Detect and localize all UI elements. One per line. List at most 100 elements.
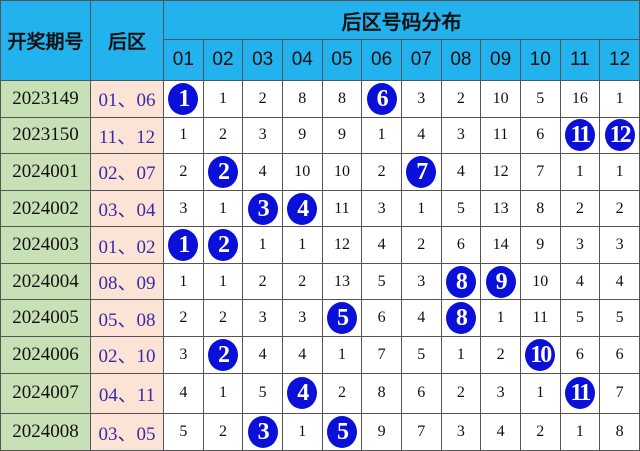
- omission-cell: 5: [163, 413, 204, 451]
- number-header-11: 11: [559, 39, 601, 81]
- number-header-09: 09: [480, 39, 521, 81]
- period-cell: 2023149: [0, 80, 91, 118]
- number-ball: 9: [485, 265, 516, 298]
- hit-cell: 2: [202, 153, 244, 191]
- number-ball: 4: [287, 192, 318, 225]
- back-zone-cell: 03、05: [90, 413, 164, 451]
- omission-cell: 3: [281, 299, 323, 338]
- hit-cell: 4: [281, 189, 323, 228]
- omission-cell: 8: [321, 80, 363, 118]
- omission-cell: 4: [242, 336, 283, 374]
- number-ball: 10: [525, 338, 556, 371]
- omission-cell: 13: [480, 189, 521, 228]
- number-ball: 12: [604, 119, 635, 152]
- omission-cell: 2: [163, 299, 204, 338]
- omission-cell: 6: [400, 372, 442, 415]
- number-header-12: 12: [599, 39, 640, 81]
- omission-cell: 6: [440, 226, 482, 264]
- hit-cell: 2: [202, 226, 244, 264]
- omission-cell: 1: [242, 226, 283, 264]
- back-zone-header: 后区: [90, 0, 164, 81]
- omission-cell: 8: [281, 80, 323, 118]
- number-ball: 7: [406, 155, 437, 188]
- omission-cell: 1: [361, 116, 402, 155]
- omission-cell: 4: [559, 262, 601, 301]
- number-header-01: 01: [163, 39, 204, 81]
- omission-cell: 16: [559, 80, 601, 118]
- table-row: 2023150 11、12 1 2 3 9 9 1 4 3 11 6 11 12: [0, 116, 640, 155]
- omission-cell: 12: [321, 226, 363, 264]
- omission-cell: 8: [599, 413, 640, 451]
- omission-cell: 3: [361, 189, 402, 228]
- omission-cell: 3: [400, 80, 442, 118]
- omission-cell: 1: [202, 80, 244, 118]
- omission-cell: 1: [163, 116, 204, 155]
- omission-cell: 1: [559, 153, 601, 191]
- number-ball: 8: [445, 302, 476, 335]
- omission-cell: 2: [480, 336, 521, 374]
- number-ball: 6: [366, 82, 397, 115]
- omission-cell: 1: [599, 153, 640, 191]
- number-ball: 8: [445, 265, 476, 298]
- hit-cell: 1: [163, 80, 204, 118]
- number-ball: 2: [207, 155, 238, 188]
- number-header-02: 02: [202, 39, 244, 81]
- omission-cell: 4: [599, 262, 640, 301]
- omission-cell: 1: [281, 226, 323, 264]
- period-cell: 2024005: [0, 299, 91, 338]
- back-zone-cell: 05、08: [90, 299, 164, 338]
- omission-cell: 1: [163, 262, 204, 301]
- hit-cell: 3: [242, 189, 283, 228]
- omission-cell: 2: [202, 413, 244, 451]
- number-ball: 5: [326, 416, 357, 449]
- omission-cell: 2: [400, 226, 442, 264]
- omission-cell: 3: [559, 226, 601, 264]
- omission-cell: 1: [400, 189, 442, 228]
- omission-cell: 2: [163, 153, 204, 191]
- omission-cell: 14: [480, 226, 521, 264]
- omission-cell: 5: [242, 372, 283, 415]
- number-header-06: 06: [361, 39, 402, 81]
- omission-cell: 4: [242, 153, 283, 191]
- number-ball: 1: [168, 82, 199, 115]
- number-header-05: 05: [321, 39, 363, 81]
- omission-cell: 9: [519, 226, 561, 264]
- hit-cell: 7: [400, 153, 442, 191]
- omission-cell: 4: [400, 299, 442, 338]
- hit-cell: 2: [202, 336, 244, 374]
- back-zone-cell: 03、04: [90, 189, 164, 228]
- table-row: 2024007 04、11 4 1 5 4 2 8 6 2 3 1 11 7: [0, 372, 640, 415]
- table-row: 2024002 03、04 3 1 3 4 11 3 1 5 13 8 2 2: [0, 189, 640, 228]
- omission-cell: 1: [440, 336, 482, 374]
- omission-cell: 11: [480, 116, 521, 155]
- table-row: 2024004 08、09 1 1 2 2 13 5 3 8 9 10 4 4: [0, 262, 640, 301]
- back-zone-cell: 01、06: [90, 80, 164, 118]
- omission-cell: 3: [440, 413, 482, 451]
- number-header-10: 10: [519, 39, 561, 81]
- table-row: 2024005 05、08 2 2 3 3 5 6 4 8 1 11 5 5: [0, 299, 640, 338]
- table-row: 2024003 01、02 1 2 1 1 12 4 2 6 14 9 3 3: [0, 226, 640, 264]
- omission-cell: 4: [440, 153, 482, 191]
- omission-cell: 5: [559, 299, 601, 338]
- omission-cell: 2: [519, 413, 561, 451]
- period-cell: 2024008: [0, 413, 91, 451]
- omission-cell: 1: [519, 372, 561, 415]
- omission-cell: 1: [202, 372, 244, 415]
- period-header: 开奖期号: [0, 0, 91, 81]
- hit-cell: 3: [242, 413, 283, 451]
- number-ball: 3: [247, 192, 278, 225]
- period-cell: 2024001: [0, 153, 91, 191]
- omission-cell: 2: [361, 153, 402, 191]
- omission-cell: 3: [163, 336, 204, 374]
- number-ball: 5: [326, 302, 357, 335]
- omission-cell: 5: [400, 336, 442, 374]
- omission-cell: 4: [480, 413, 521, 451]
- omission-cell: 2: [321, 372, 363, 415]
- omission-cell: 2: [242, 80, 283, 118]
- omission-cell: 2: [202, 116, 244, 155]
- omission-cell: 3: [242, 116, 283, 155]
- number-ball: 11: [564, 119, 595, 152]
- omission-cell: 1: [599, 80, 640, 118]
- number-header-04: 04: [281, 39, 323, 81]
